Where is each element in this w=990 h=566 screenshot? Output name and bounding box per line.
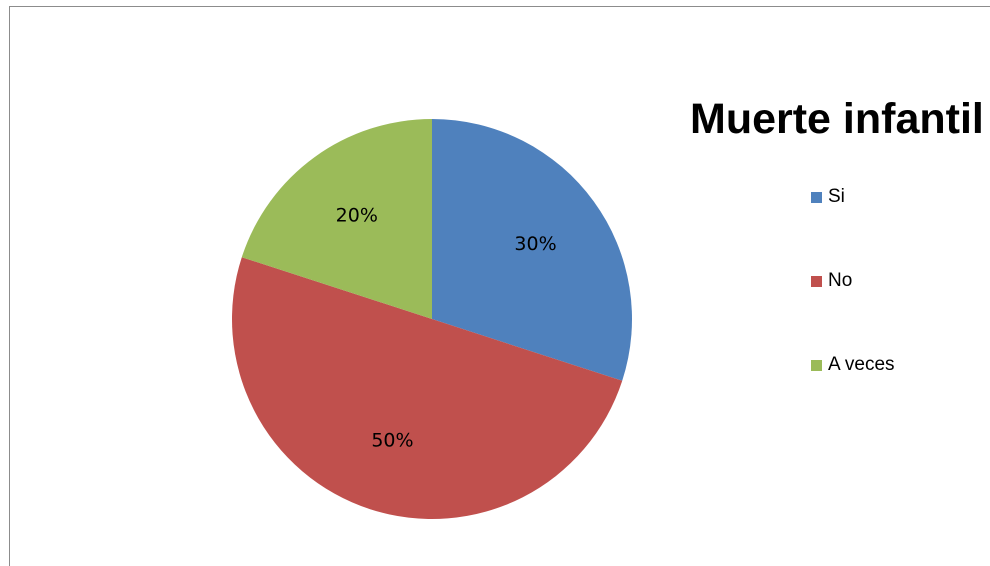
pie-chart: 30% 50% 20% (231, 119, 632, 519)
legend-label-no: No (828, 270, 853, 291)
legend-item-si: Si (811, 186, 845, 208)
pie-data-labels: 30% 50% 20% (336, 204, 557, 451)
legend-swatch-si (811, 191, 822, 203)
legend-item-no: No (811, 270, 852, 292)
pie-slices (231, 119, 632, 519)
pie-slice-a-veces (241, 119, 432, 319)
legend-swatch-a-veces (811, 359, 822, 371)
data-label-no: 50% (371, 430, 413, 452)
data-label-si: 30% (514, 233, 556, 255)
legend-label-si: Si (828, 186, 845, 207)
chart-title: Muerte infantil (690, 95, 984, 143)
pie-slice-si (432, 119, 632, 381)
legend-label-a-veces: A veces (828, 354, 895, 375)
data-label-a-veces: 20% (336, 204, 378, 226)
legend-item-a-veces: A veces (811, 354, 895, 376)
pie-slice-no (231, 257, 623, 519)
chart-area (9, 6, 990, 566)
legend-swatch-no (811, 275, 822, 287)
